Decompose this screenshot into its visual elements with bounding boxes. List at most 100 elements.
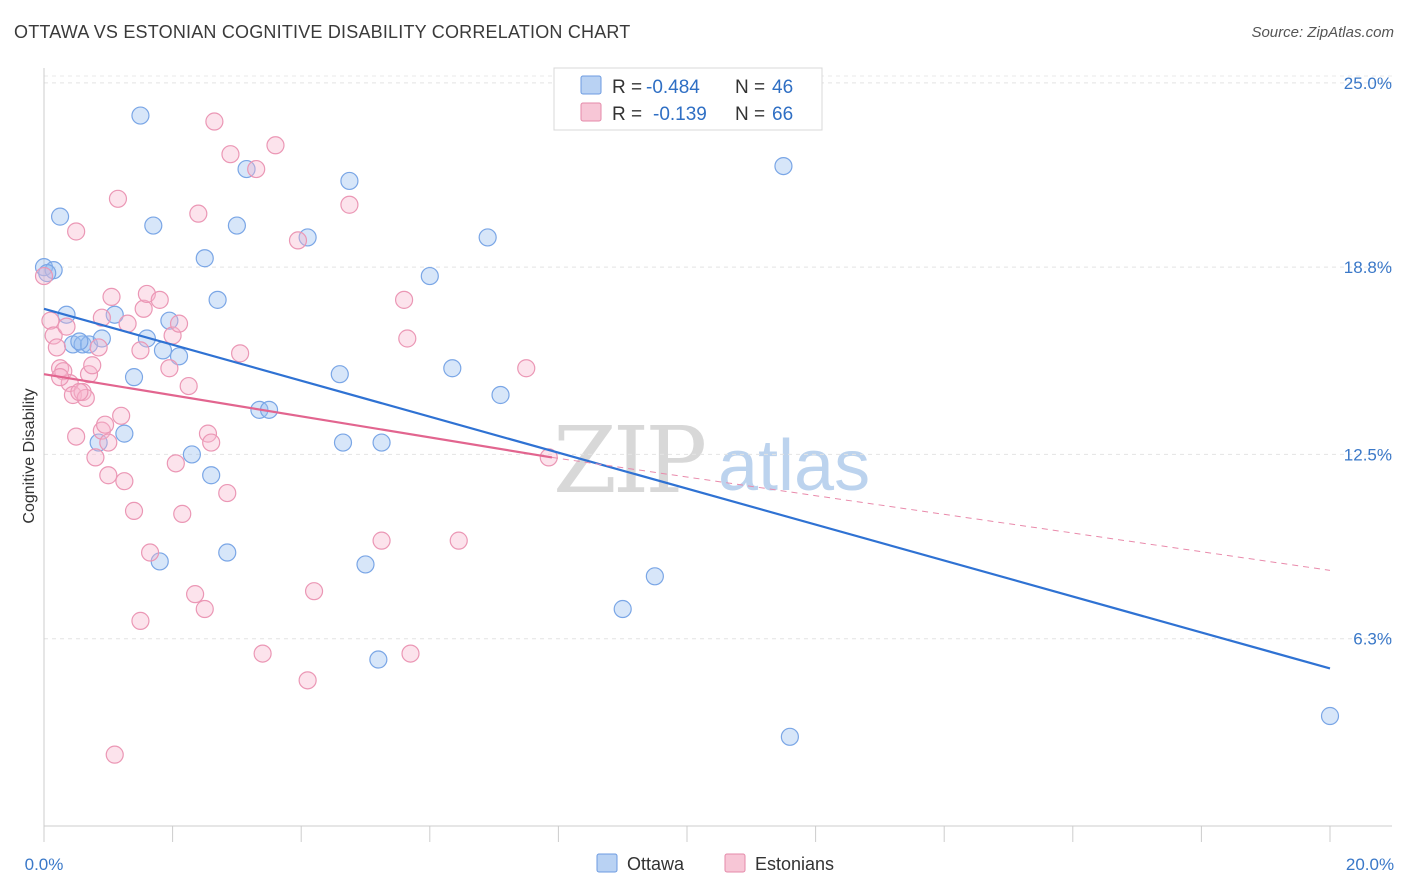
- estonians-point: [202, 433, 221, 452]
- legend-n-value-1: 46: [772, 77, 793, 98]
- estonians-point: [186, 585, 205, 604]
- estonians-point: [47, 338, 66, 357]
- ottawa-point: [333, 433, 353, 452]
- estonians-point: [517, 359, 536, 378]
- legend-r-value-2: -0.139: [653, 104, 707, 125]
- estonians-point: [44, 326, 63, 345]
- y-tick-label: 12.5%: [1344, 445, 1392, 464]
- estonians-point: [372, 531, 391, 550]
- estonians-point: [131, 341, 150, 360]
- estonians-point: [67, 427, 86, 446]
- ottawa-point: [237, 159, 256, 179]
- ottawa-point: [202, 466, 221, 485]
- estonians-point: [288, 231, 308, 250]
- estonians-point: [105, 745, 124, 764]
- ottawa-point: [613, 599, 632, 619]
- estonians-point: [221, 145, 240, 164]
- ottawa-point: [491, 385, 510, 405]
- estonians-point: [67, 222, 86, 241]
- ottawa-point: [774, 156, 793, 176]
- bottom-legend-swatch-ottawa: [596, 853, 618, 873]
- estonians-point: [150, 290, 169, 309]
- legend-r-label-1: R =: [612, 77, 642, 98]
- estonians-point: [124, 501, 144, 521]
- legend: R = -0.484 N = 46 R = -0.139 N = 66: [553, 67, 823, 131]
- ottawa-point: [169, 347, 189, 366]
- estonians-point: [169, 314, 189, 333]
- estonians-point: [166, 454, 185, 473]
- estonians-point: [253, 644, 272, 663]
- estonians-point: [247, 159, 266, 179]
- bottom-legend-swatch-estonians: [724, 853, 746, 873]
- estonians-point: [86, 448, 105, 467]
- data-points: [34, 106, 1340, 764]
- estonians-point: [131, 611, 150, 630]
- bottom-legend: Ottawa Estonians: [596, 853, 834, 874]
- ottawa-point: [369, 650, 388, 669]
- estonians-point: [102, 287, 121, 306]
- estonians-point: [112, 406, 131, 425]
- ottawa-point: [50, 207, 70, 226]
- estonians-point: [34, 266, 54, 286]
- legend-r-value-1: -0.484: [646, 77, 700, 98]
- estonians-point: [92, 308, 111, 327]
- watermark-zip: ZIP: [553, 407, 704, 514]
- estonians-point: [99, 433, 118, 452]
- ottawa-point: [645, 567, 664, 586]
- estonians-point: [205, 112, 224, 131]
- legend-n-value-2: 66: [772, 104, 793, 125]
- estonians-trend-line: [43, 373, 553, 459]
- ottawa-point: [478, 228, 497, 247]
- x-tick-label-min: 0.0%: [25, 855, 64, 874]
- bottom-legend-ottawa: Ottawa: [627, 854, 685, 874]
- ottawa-point: [443, 359, 462, 378]
- ottawa-point: [208, 290, 227, 309]
- axes: 6.3% 12.5% 18.8% 25.0% 0.0% 20.0%: [25, 68, 1394, 874]
- estonians-point: [70, 382, 89, 402]
- estonians-point: [394, 290, 414, 309]
- estonians-point: [266, 136, 285, 155]
- ottawa-point: [340, 171, 359, 191]
- estonians-point: [340, 195, 359, 214]
- legend-swatch-estonians: [580, 102, 602, 122]
- ottawa-point: [330, 365, 349, 384]
- estonians-point: [115, 472, 134, 491]
- ottawa-point: [780, 727, 799, 746]
- bottom-legend-estonians: Estonians: [755, 854, 834, 874]
- x-tick-label-max: 20.0%: [1346, 855, 1394, 874]
- ottawa-point: [38, 264, 57, 283]
- estonians-point: [231, 344, 250, 363]
- chart-source: Source: ZipAtlas.com: [1251, 24, 1394, 41]
- estonians-point: [173, 504, 192, 523]
- estonians-point: [189, 204, 208, 223]
- estonians-point: [160, 359, 179, 378]
- trend-lines: [43, 307, 1331, 670]
- ottawa-point: [1320, 706, 1340, 726]
- legend-n-label-2: N =: [735, 104, 765, 125]
- legend-r-label-2: R =: [612, 104, 642, 125]
- estonians-point: [449, 531, 468, 550]
- estonians-point: [218, 483, 237, 503]
- watermark-atlas: atlas: [718, 426, 870, 506]
- estonians-point: [401, 644, 420, 663]
- ottawa-point: [218, 543, 237, 562]
- estonians-point: [298, 671, 317, 690]
- chart-title: OTTAWA VS ESTONIAN COGNITIVE DISABILITY …: [14, 22, 631, 42]
- ottawa-point: [131, 106, 150, 125]
- estonians-point: [83, 356, 102, 375]
- legend-n-label-1: N =: [735, 77, 765, 98]
- estonians-point: [95, 415, 115, 434]
- ottawa-point: [195, 249, 214, 268]
- ottawa-point: [70, 332, 89, 351]
- ottawa-point: [144, 216, 163, 235]
- ottawa-point: [227, 216, 246, 235]
- ottawa-point: [356, 555, 375, 574]
- ottawa-point: [372, 433, 391, 452]
- ottawa-trend-line: [43, 307, 1331, 670]
- legend-swatch-ottawa: [580, 75, 602, 95]
- estonians-point: [57, 317, 76, 336]
- ottawa-point: [124, 368, 144, 387]
- ottawa-point: [420, 266, 439, 286]
- ottawa-point: [89, 433, 108, 452]
